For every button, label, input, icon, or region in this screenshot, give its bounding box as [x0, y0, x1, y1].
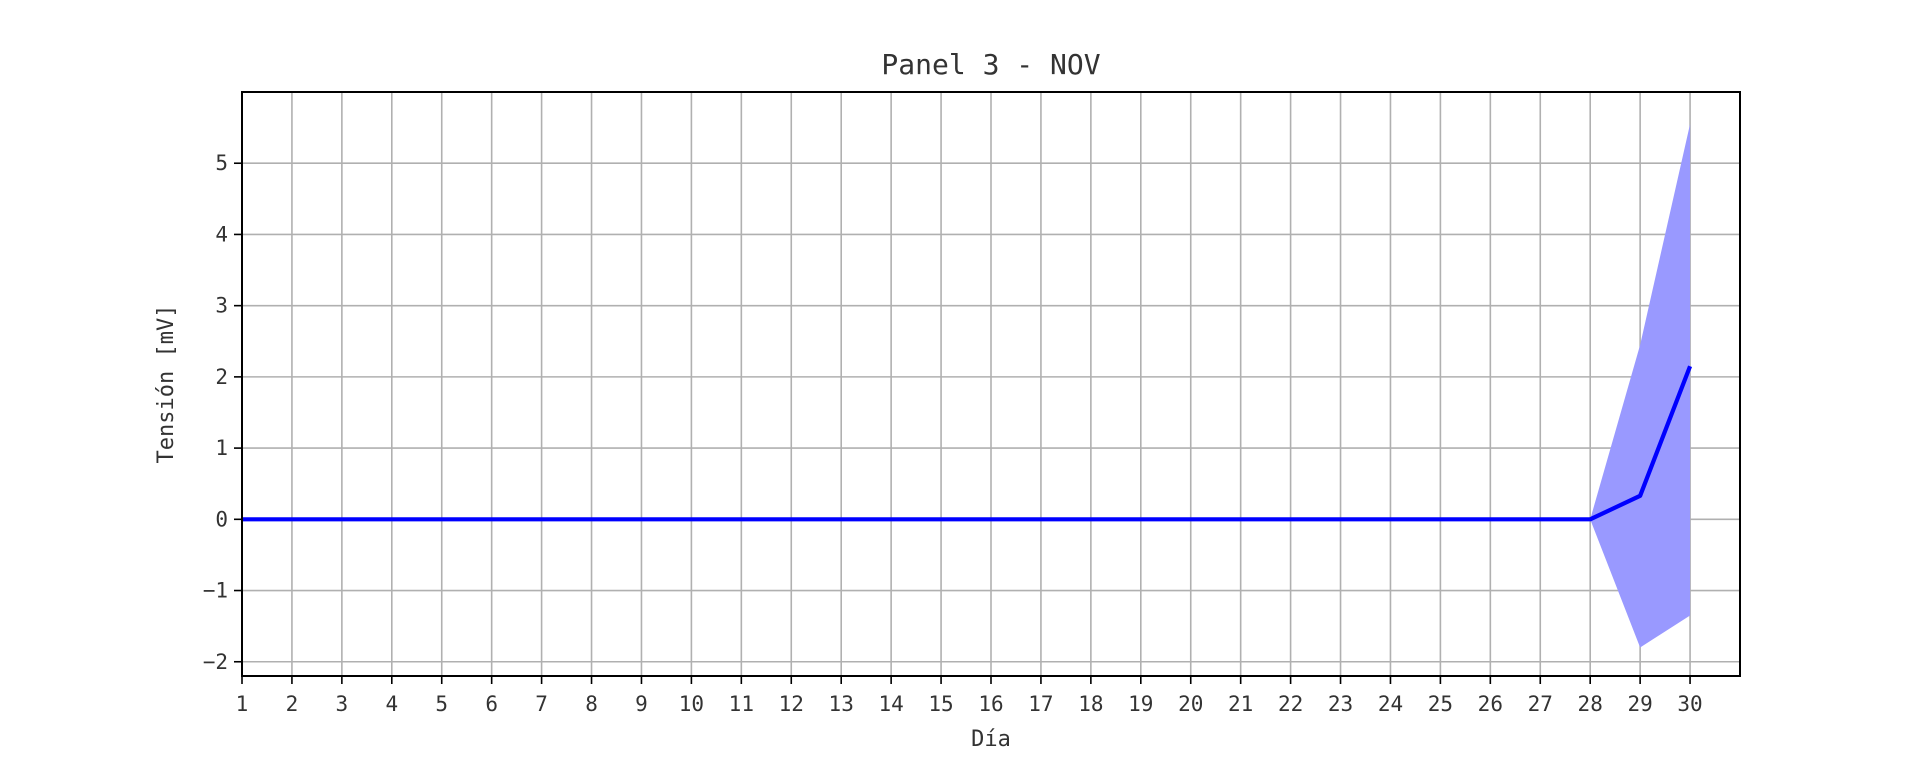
y-tick-label: 1	[215, 436, 228, 460]
x-tick-label: 20	[1178, 692, 1203, 716]
x-axis-ticks: 1 2 3 4 5 6 7 8 9 10 11 12 13 14 15 16 17 18 19 20 21 22 23 24 2…	[236, 676, 1703, 716]
y-tick-label: 4	[215, 222, 228, 246]
x-tick-label: 3	[336, 692, 349, 716]
confidence-band	[1590, 124, 1691, 648]
y-tick-label: 5	[215, 151, 228, 175]
x-tick-label: 10	[679, 692, 704, 716]
y-tick-label: 0	[215, 507, 228, 531]
x-tick-label: 11	[729, 692, 754, 716]
x-tick-label: 23	[1328, 692, 1353, 716]
x-tick-label: 4	[385, 692, 398, 716]
series-layer	[242, 365, 1693, 522]
y-axis-label: Tensión [mV]	[154, 305, 179, 464]
x-tick-label: 1	[236, 692, 249, 716]
y-tick-label: −1	[203, 579, 228, 603]
x-tick-label: 24	[1378, 692, 1403, 716]
x-tick-label: 22	[1278, 692, 1303, 716]
x-tick-label: 14	[878, 692, 903, 716]
x-tick-label: 9	[635, 692, 648, 716]
x-tick-label: 6	[485, 692, 498, 716]
y-axis-ticks: −2 −1 0 1 2 3 4 5	[203, 151, 242, 674]
y-tick-label: −2	[203, 650, 228, 674]
x-tick-label: 28	[1578, 692, 1603, 716]
y-tick-label: 3	[215, 294, 228, 318]
confidence-band-layer	[1590, 124, 1691, 648]
x-tick-label: 25	[1428, 692, 1453, 716]
chart-title: Panel 3 - NOV	[881, 48, 1100, 81]
x-axis-label: Día	[971, 727, 1011, 752]
grid	[241, 92, 1740, 676]
x-tick-label: 19	[1128, 692, 1153, 716]
x-tick-label: 26	[1478, 692, 1503, 716]
x-tick-label: 16	[978, 692, 1003, 716]
x-tick-label: 21	[1228, 692, 1253, 716]
x-tick-label: 30	[1677, 692, 1702, 716]
x-tick-label: 17	[1028, 692, 1053, 716]
x-tick-label: 18	[1078, 692, 1103, 716]
x-tick-label: 8	[585, 692, 598, 716]
y-tick-label: 2	[215, 365, 228, 389]
series-line-mean	[242, 365, 1693, 522]
x-tick-label: 29	[1627, 692, 1652, 716]
x-tick-label: 2	[286, 692, 299, 716]
x-tick-label: 27	[1528, 692, 1553, 716]
x-tick-label: 15	[928, 692, 953, 716]
x-tick-label: 5	[435, 692, 448, 716]
x-tick-label: 7	[535, 692, 548, 716]
x-tick-label: 12	[779, 692, 804, 716]
x-tick-label: 13	[829, 692, 854, 716]
